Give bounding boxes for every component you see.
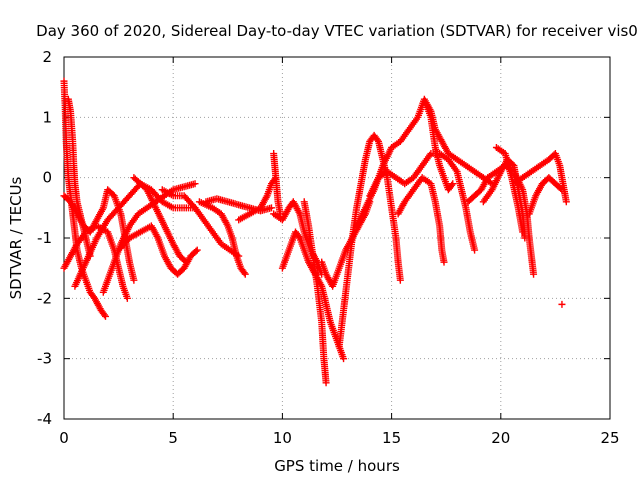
x-tick-label: 5 bbox=[168, 429, 178, 447]
data-marker bbox=[373, 136, 381, 144]
data-marker bbox=[241, 270, 249, 278]
data-marker bbox=[240, 269, 248, 277]
series-arc21 bbox=[394, 174, 448, 266]
series-arc8 bbox=[130, 174, 190, 266]
y-tick-label: 2 bbox=[42, 48, 52, 66]
series-arc20 bbox=[366, 150, 479, 254]
y-tick-label: -1 bbox=[37, 229, 52, 247]
data-marker bbox=[448, 181, 456, 189]
x-axis-label: GPS time / hours bbox=[274, 457, 400, 475]
series-arc26 bbox=[510, 150, 570, 206]
y-tick-label: -4 bbox=[37, 410, 52, 428]
x-tick-label: 20 bbox=[491, 429, 510, 447]
data-marker bbox=[267, 204, 275, 212]
data-marker bbox=[191, 180, 199, 188]
series-arc22 bbox=[423, 101, 457, 194]
data-marker bbox=[521, 234, 529, 242]
data-marker bbox=[558, 186, 566, 194]
data-marker bbox=[449, 180, 457, 188]
series-arc15 bbox=[278, 228, 348, 363]
data-marker bbox=[182, 258, 190, 266]
x-tick-label: 0 bbox=[59, 429, 69, 447]
y-tick-label: -3 bbox=[37, 350, 52, 368]
data-marker bbox=[440, 258, 448, 266]
series-arc14 bbox=[270, 198, 326, 278]
x-tick-label: 15 bbox=[382, 429, 401, 447]
series-arc18 bbox=[335, 131, 404, 351]
data-marker bbox=[130, 276, 138, 284]
data-marker bbox=[558, 300, 566, 308]
series-arc10 bbox=[195, 198, 249, 278]
series-arc9 bbox=[158, 186, 243, 260]
data-marker bbox=[192, 247, 200, 255]
y-axis-label: SDTVAR / TECUs bbox=[7, 176, 25, 299]
x-axis: 0 5 10 15 20 25 bbox=[59, 57, 620, 447]
data-marker bbox=[471, 246, 479, 254]
data-marker bbox=[193, 246, 201, 254]
y-tick-label: 0 bbox=[42, 169, 52, 187]
data-marker bbox=[123, 294, 131, 302]
data-marker bbox=[100, 311, 108, 319]
data-marker bbox=[396, 276, 404, 284]
data-marker bbox=[519, 228, 527, 236]
x-tick-label: 10 bbox=[273, 429, 292, 447]
data-marker bbox=[530, 270, 538, 278]
y-tick-label: -2 bbox=[37, 289, 52, 307]
series-arc16 bbox=[300, 198, 330, 387]
data-marker bbox=[295, 232, 303, 240]
grid-lines bbox=[64, 57, 610, 419]
data-marker bbox=[181, 257, 189, 265]
series-arc13 bbox=[270, 150, 284, 218]
data-marker bbox=[557, 185, 565, 193]
series-arc28 bbox=[558, 300, 566, 308]
data-series bbox=[60, 77, 570, 387]
chart-title: Day 360 of 2020, Sidereal Day-to-day VTE… bbox=[36, 22, 638, 40]
data-marker bbox=[340, 355, 348, 363]
data-marker bbox=[322, 379, 330, 387]
data-marker bbox=[562, 198, 570, 206]
data-marker bbox=[101, 312, 109, 320]
series-arc27 bbox=[525, 174, 566, 218]
x-tick-label: 25 bbox=[600, 429, 619, 447]
y-tick-label: 1 bbox=[42, 108, 52, 126]
